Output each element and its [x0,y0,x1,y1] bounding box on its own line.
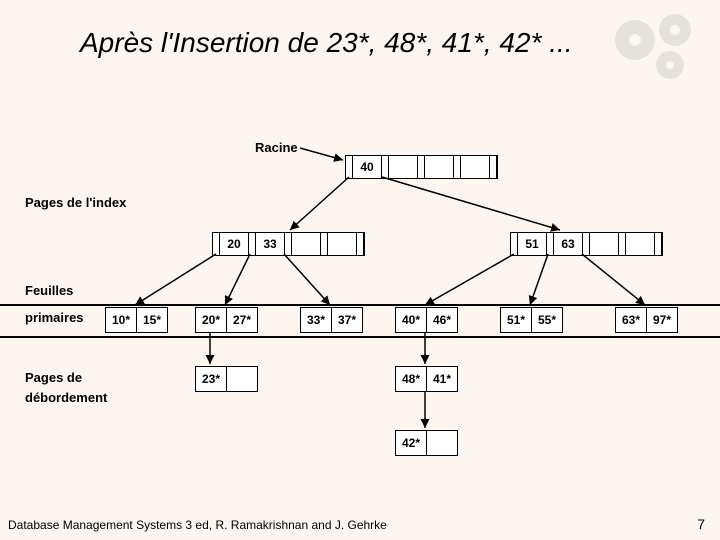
leaf-node: 33*37* [300,307,363,333]
leaf-node: 10*15* [105,307,168,333]
overflow-node: 23* [195,366,258,392]
footer-citation: Database Management Systems 3 ed, R. Ram… [8,518,387,532]
label-feuilles: Feuilles [25,283,73,298]
index-node-right: 51 63 [510,232,663,256]
leaf-node: 20*27* [195,307,258,333]
label-pages-de: Pages de [25,370,82,385]
label-debordement: débordement [25,390,107,405]
overflow-node: 48*41* [395,366,458,392]
label-pages-index: Pages de l'index [25,195,126,210]
root-node: 40 [345,155,498,179]
decorative-gears [605,5,715,95]
footer-page-number: 7 [697,516,705,532]
label-racine: Racine [255,140,298,155]
leaf-node: 51*55* [500,307,563,333]
leaf-node: 40*46* [395,307,458,333]
leaf-node: 63*97* [615,307,678,333]
slide-title: Après l'Insertion de 23*, 48*, 41*, 42* … [80,25,600,61]
index-node-left: 20 33 [212,232,365,256]
overflow-node: 42* [395,430,458,456]
